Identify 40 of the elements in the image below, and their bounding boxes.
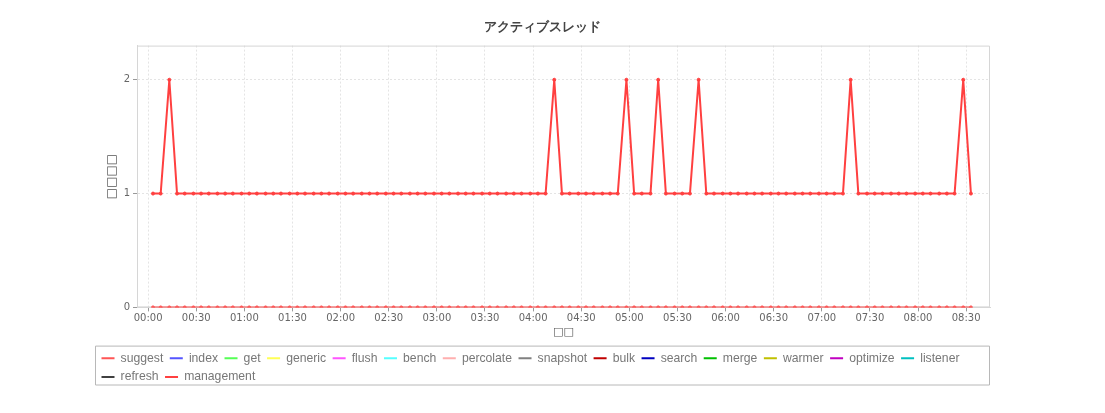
x-tick-label: 01:30 (278, 311, 307, 323)
x-tick-label: 03:00 (422, 311, 452, 323)
x-tick-label: 05:30 (663, 311, 692, 323)
x-tick-label: 08:00 (903, 311, 933, 323)
x-tick-label: 04:00 (518, 311, 548, 323)
x-tick-label: 02:30 (374, 311, 404, 323)
x-tick-label: 07:30 (855, 311, 885, 323)
y-axis-title: □□□□ (104, 153, 119, 200)
x-tick-label: 06:30 (759, 311, 789, 323)
legend-label: listener (920, 350, 960, 365)
x-tick-label: 02:00 (326, 311, 356, 323)
y-tick-label: 1 (123, 187, 130, 199)
legend-label: generic (286, 350, 327, 365)
chart-title: アクティブスレッド (484, 19, 601, 35)
y-tick-label: 2 (123, 73, 130, 85)
legend-label: bench (403, 350, 437, 365)
x-tick-label: 06:00 (711, 311, 740, 323)
legend-label: percolate (461, 350, 513, 365)
legend-label: get (243, 350, 262, 365)
legend-label: management (184, 369, 256, 384)
legend-label: bulk (612, 350, 636, 365)
legend-label: refresh (120, 369, 159, 384)
x-axis-title: □□ (553, 324, 574, 338)
legend-label: search (660, 350, 698, 365)
x-tick-label: 00:00 (133, 311, 163, 323)
legend-label: optimize (849, 350, 895, 365)
x-tick-label: 00:30 (181, 311, 211, 323)
x-tick-label: 04:30 (566, 311, 596, 323)
legend-label: warmer (781, 350, 824, 365)
y-tick-label: 0 (123, 300, 130, 312)
x-tick-label: 01:00 (229, 311, 259, 323)
legend-label: suggest (120, 350, 164, 365)
x-tick-label: 05:00 (614, 311, 644, 323)
legend-label: flush (351, 350, 378, 365)
legend-label: snapshot (537, 350, 588, 365)
x-tick-label: 03:30 (470, 311, 500, 323)
legend-label: merge (722, 350, 758, 365)
x-tick-label: 07:00 (807, 311, 837, 323)
x-tick-label: 08:30 (951, 311, 981, 323)
legend-label: index (188, 350, 219, 365)
